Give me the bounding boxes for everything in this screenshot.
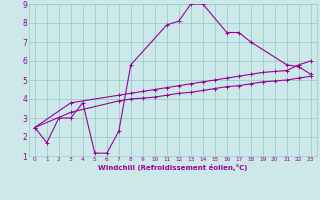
X-axis label: Windchill (Refroidissement éolien,°C): Windchill (Refroidissement éolien,°C): [98, 164, 247, 171]
